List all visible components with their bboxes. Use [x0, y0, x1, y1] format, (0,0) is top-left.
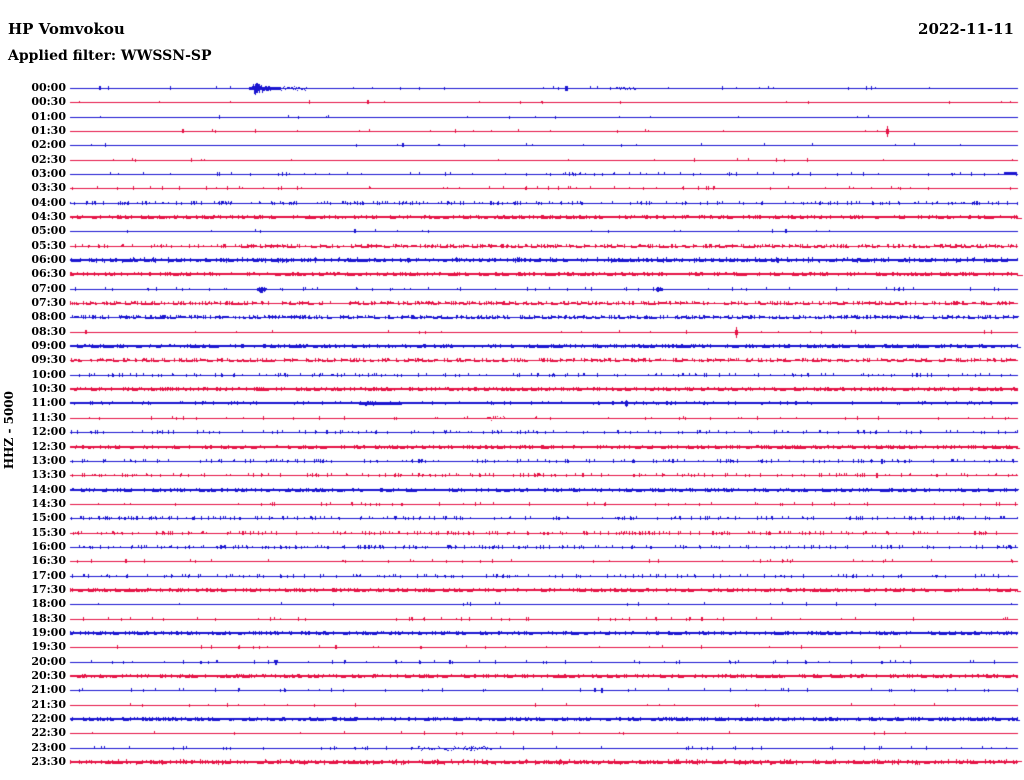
time-label-19-00: 19:00	[31, 626, 66, 639]
time-label-21-30: 21:30	[31, 698, 66, 711]
time-label-20-00: 20:00	[31, 655, 66, 668]
time-label-21-00: 21:00	[31, 683, 66, 696]
time-label-00-00: 00:00	[31, 81, 66, 94]
time-label-09-30: 09:30	[31, 353, 66, 366]
time-label-06-00: 06:00	[31, 253, 66, 266]
time-label-17-30: 17:30	[31, 583, 66, 596]
time-label-18-00: 18:00	[31, 597, 66, 610]
time-label-04-30: 04:30	[31, 210, 66, 223]
time-label-12-00: 12:00	[31, 425, 66, 438]
time-label-04-00: 04:00	[31, 196, 66, 209]
time-label-08-00: 08:00	[31, 310, 66, 323]
time-label-14-30: 14:30	[31, 497, 66, 510]
time-label-11-30: 11:30	[31, 411, 66, 424]
time-label-01-30: 01:30	[31, 124, 66, 137]
time-label-19-30: 19:30	[31, 640, 66, 653]
time-label-23-30: 23:30	[31, 755, 66, 768]
time-label-16-00: 16:00	[31, 540, 66, 553]
time-label-07-30: 07:30	[31, 296, 66, 309]
time-label-11-00: 11:00	[31, 396, 66, 409]
time-label-06-30: 06:30	[31, 267, 66, 280]
time-label-15-30: 15:30	[31, 526, 66, 539]
time-label-03-00: 03:00	[31, 167, 66, 180]
time-label-05-00: 05:00	[31, 224, 66, 237]
time-label-18-30: 18:30	[31, 612, 66, 625]
time-label-02-00: 02:00	[31, 138, 66, 151]
time-label-22-30: 22:30	[31, 726, 66, 739]
time-label-15-00: 15:00	[31, 511, 66, 524]
time-label-17-00: 17:00	[31, 569, 66, 582]
time-label-13-00: 13:00	[31, 454, 66, 467]
time-label-10-30: 10:30	[31, 382, 66, 395]
time-label-01-00: 01:00	[31, 110, 66, 123]
time-label-02-30: 02:30	[31, 153, 66, 166]
time-label-20-30: 20:30	[31, 669, 66, 682]
time-label-08-30: 08:30	[31, 325, 66, 338]
time-label-10-00: 10:00	[31, 368, 66, 381]
time-label-12-30: 12:30	[31, 440, 66, 453]
time-label-13-30: 13:30	[31, 468, 66, 481]
time-label-07-00: 07:00	[31, 282, 66, 295]
time-label-16-30: 16:30	[31, 554, 66, 567]
time-label-14-00: 14:00	[31, 483, 66, 496]
time-label-03-30: 03:30	[31, 181, 66, 194]
time-label-09-00: 09:00	[31, 339, 66, 352]
time-label-23-00: 23:00	[31, 741, 66, 754]
time-label-22-00: 22:00	[31, 712, 66, 725]
time-label-05-30: 05:30	[31, 239, 66, 252]
time-label-00-30: 00:30	[31, 95, 66, 108]
